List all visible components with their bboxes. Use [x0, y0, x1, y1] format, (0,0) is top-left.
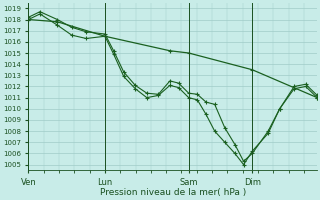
X-axis label: Pression niveau de la mer( hPa ): Pression niveau de la mer( hPa ) [100, 188, 246, 197]
